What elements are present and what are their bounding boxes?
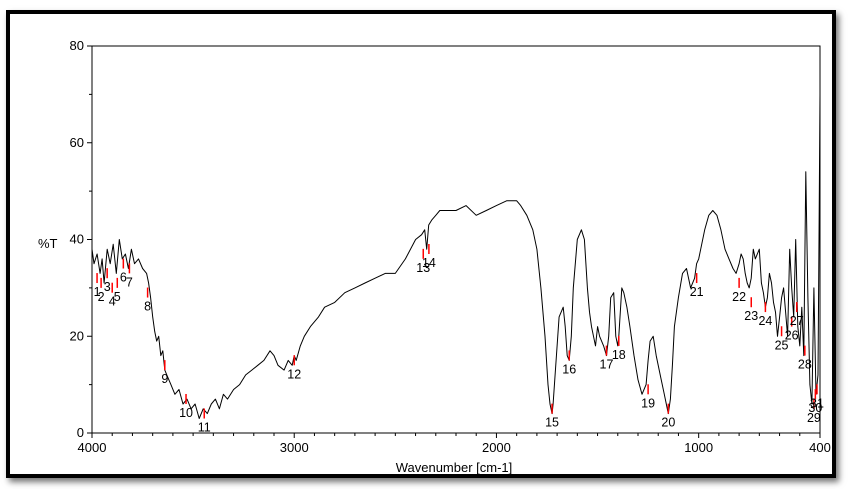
peak-label-29: 29 — [807, 411, 821, 425]
peak-label-24: 24 — [758, 314, 772, 328]
peak-label-28: 28 — [798, 358, 812, 372]
peak-label-8: 8 — [144, 300, 151, 314]
peak-label-11: 11 — [198, 420, 211, 434]
x-tick-label: 3000 — [280, 440, 309, 455]
peak-label-16: 16 — [562, 362, 576, 376]
spectrum-series — [91, 94, 821, 419]
peak-label-23: 23 — [744, 309, 758, 323]
x-tick-label: 1000 — [684, 440, 713, 455]
y-tick-label: 80 — [70, 38, 84, 53]
peak-label-2: 2 — [98, 290, 105, 304]
peak-label-3: 3 — [104, 280, 111, 294]
peak-label-30: 30 — [808, 401, 822, 415]
spectrum-line — [91, 94, 821, 419]
peak-label-21: 21 — [690, 285, 704, 299]
peak-label-4: 4 — [109, 295, 116, 309]
peak-label-5: 5 — [114, 290, 121, 304]
peak-label-31: 31 — [810, 396, 824, 410]
x-axis-label: Wavenumber [cm-1] — [396, 460, 513, 475]
peak-label-17: 17 — [600, 358, 614, 372]
y-tick-label: 20 — [70, 328, 84, 343]
peak-label-27: 27 — [790, 314, 804, 328]
peak-label-1: 1 — [94, 285, 101, 299]
x-tick-label: 400 — [809, 440, 831, 455]
peak-label-20: 20 — [661, 416, 675, 430]
peak-label-19: 19 — [641, 396, 655, 410]
peak-label-26: 26 — [785, 329, 799, 343]
peak-label-9: 9 — [161, 372, 168, 386]
peak-label-10: 10 — [179, 406, 193, 420]
x-tick-label: 2000 — [482, 440, 511, 455]
y-tick-label: 0 — [77, 425, 84, 440]
chart-frame — [6, 10, 836, 478]
y-axis-label: %T — [38, 236, 58, 251]
peak-label-15: 15 — [545, 416, 559, 430]
peak-label-12: 12 — [287, 367, 301, 381]
x-tick-label: 4000 — [78, 440, 107, 455]
plot-area — [91, 45, 821, 434]
peak-label-14: 14 — [422, 256, 436, 270]
peak-label-7: 7 — [126, 275, 133, 289]
plot-border — [91, 45, 821, 434]
y-tick-label: 60 — [70, 135, 84, 150]
peak-label-13: 13 — [416, 261, 430, 275]
y-tick-label: 40 — [70, 232, 84, 247]
peak-label-22: 22 — [732, 290, 746, 304]
peak-label-18: 18 — [612, 348, 626, 362]
peak-label-6: 6 — [120, 271, 127, 285]
peak-label-25: 25 — [775, 338, 789, 352]
